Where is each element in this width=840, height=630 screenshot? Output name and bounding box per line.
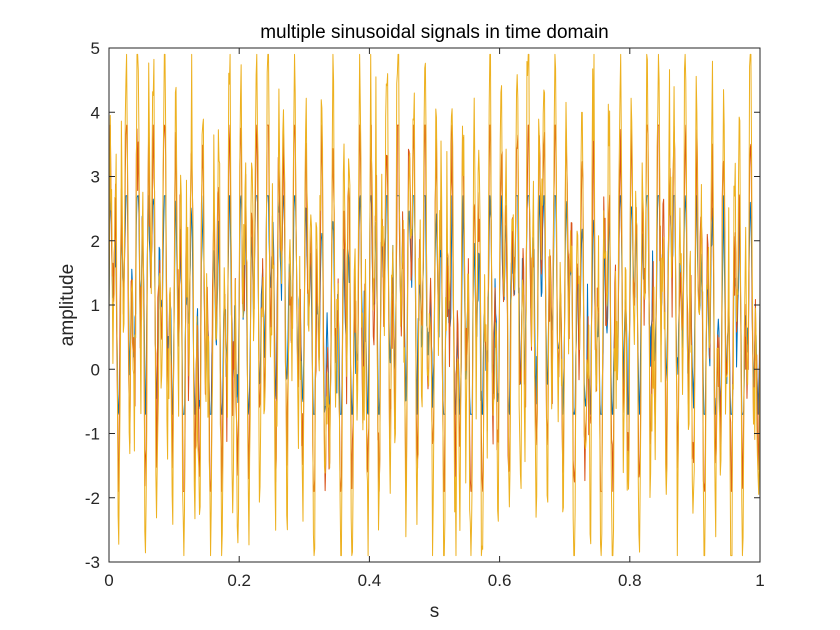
y-tick-label: -2 (85, 489, 100, 508)
y-tick-label: 0 (91, 360, 100, 379)
y-tick-label: 5 (91, 39, 100, 58)
y-tick-label: -3 (85, 553, 100, 572)
x-axis-label: s (430, 601, 440, 622)
x-tick-label: 0 (104, 571, 113, 590)
x-tick-label: 1 (755, 571, 764, 590)
y-tick-label: 3 (91, 168, 100, 187)
x-tick-label: 0.6 (488, 571, 512, 590)
y-axis-label: amplitude (57, 264, 78, 346)
y-tick-label: 2 (91, 232, 100, 251)
x-tick-label: 0.2 (227, 571, 251, 590)
y-tick-label: 4 (91, 103, 100, 122)
x-tick-label: 0.8 (618, 571, 642, 590)
series-layer (108, 53, 761, 557)
tick-layer: 0 0.2 0.4 0.6 0.8 1 -3 -2 -1 0 1 2 3 4 5 (85, 39, 765, 590)
y-tick-label: -1 (85, 425, 100, 444)
chart-title: multiple sinusoidal signals in time doma… (260, 22, 609, 43)
series-3-line (108, 53, 761, 557)
y-tick-label: 1 (91, 296, 100, 315)
x-tick-label: 0.4 (358, 571, 382, 590)
